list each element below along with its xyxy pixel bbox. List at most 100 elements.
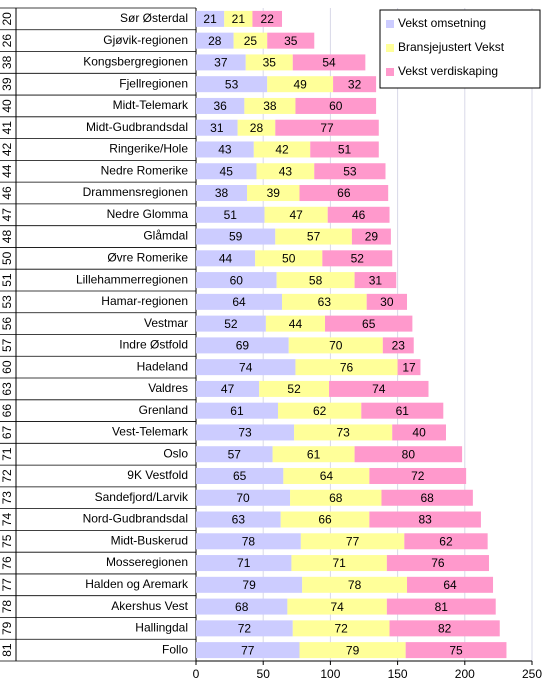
- value-label: 60: [329, 99, 343, 113]
- value-label: 31: [369, 273, 383, 287]
- value-label: 79: [346, 643, 360, 657]
- value-label: 32: [348, 77, 362, 91]
- category-label: Valdres: [148, 381, 188, 395]
- bar-segment: [196, 380, 260, 397]
- value-label: 21: [203, 12, 217, 26]
- x-tick-label: 100: [320, 667, 340, 681]
- category-label: Midt-Telemark: [113, 98, 189, 112]
- value-label: 23: [392, 339, 406, 353]
- bar-segment: [196, 119, 238, 136]
- category-label: Midt-Gudbrandsdal: [86, 120, 188, 134]
- rank-label: 46: [0, 186, 14, 200]
- value-label: 60: [230, 273, 244, 287]
- value-label: 64: [320, 469, 334, 483]
- value-label: 29: [365, 230, 379, 244]
- value-label: 77: [241, 643, 255, 657]
- value-label: 42: [275, 143, 289, 157]
- value-label: 70: [329, 339, 343, 353]
- bar-segment: [196, 54, 246, 71]
- rank-label: 20: [0, 12, 14, 26]
- bar-segment: [196, 489, 291, 506]
- value-label: 45: [220, 164, 234, 178]
- bar-segment: [407, 576, 494, 593]
- rank-label: 75: [0, 534, 14, 548]
- bar-segment: [381, 489, 473, 506]
- legend-label: Vekst omsetning: [398, 16, 486, 30]
- bar-segment: [369, 467, 467, 484]
- rank-label: 71: [0, 447, 14, 461]
- bar-segment: [282, 293, 367, 310]
- value-label: 72: [411, 469, 425, 483]
- value-label: 59: [229, 230, 243, 244]
- rank-label: 57: [0, 338, 14, 352]
- bar-segment: [283, 467, 370, 484]
- legend-swatch: [386, 20, 394, 28]
- value-label: 43: [218, 143, 232, 157]
- category-label: Hadeland: [137, 359, 188, 373]
- bar-segment: [253, 141, 311, 158]
- legend-label: Vekst verdiskaping: [398, 64, 498, 78]
- value-label: 68: [235, 600, 249, 614]
- value-label: 75: [449, 643, 463, 657]
- category-label: Glåmdal: [143, 229, 188, 243]
- bar-segment: [299, 642, 406, 659]
- rank-label: 72: [0, 469, 14, 483]
- rank-label: 73: [0, 491, 14, 505]
- value-label: 53: [343, 164, 357, 178]
- value-label: 61: [307, 447, 321, 461]
- rank-label: 41: [0, 121, 14, 135]
- bar-segment: [366, 293, 408, 310]
- value-label: 38: [263, 99, 277, 113]
- value-label: 31: [210, 121, 224, 135]
- bar-segment: [196, 32, 234, 49]
- rank-label: 39: [0, 77, 14, 91]
- bar-segment: [404, 533, 488, 550]
- bar-segment: [300, 533, 405, 550]
- bar-segment: [196, 141, 254, 158]
- value-label: 74: [239, 360, 253, 374]
- bar-segment: [196, 228, 276, 245]
- rank-label: 47: [0, 208, 14, 222]
- value-label: 65: [362, 317, 376, 331]
- category-label: Midt-Buskerud: [111, 533, 188, 547]
- rank-label: 74: [0, 513, 14, 527]
- bar-segment: [405, 642, 507, 659]
- bar-segment: [275, 228, 352, 245]
- value-label: 72: [334, 622, 348, 636]
- value-label: 40: [412, 426, 426, 440]
- category-label: Hamar-regionen: [101, 294, 188, 308]
- rank-label: 77: [0, 578, 14, 592]
- value-label: 71: [237, 556, 251, 570]
- value-label: 39: [267, 186, 281, 200]
- bar-segment: [196, 467, 284, 484]
- bar-segment: [256, 163, 315, 180]
- rank-label: 67: [0, 425, 14, 439]
- bar-segment: [354, 272, 397, 289]
- category-label: Ringerike/Hole: [109, 142, 188, 156]
- category-label: Vestmar: [144, 316, 188, 330]
- value-label: 61: [396, 404, 410, 418]
- value-label: 58: [309, 273, 323, 287]
- bar-segment: [196, 424, 295, 441]
- value-label: 79: [242, 578, 256, 592]
- bar-segment: [280, 511, 370, 528]
- rank-label: 81: [0, 643, 14, 657]
- category-label: Kongsbergregionen: [83, 55, 188, 69]
- bar-segment: [361, 402, 444, 419]
- category-label: Oslo: [163, 446, 188, 460]
- bar-segment: [196, 76, 268, 93]
- value-label: 49: [293, 77, 307, 91]
- value-label: 64: [232, 295, 246, 309]
- bar-segment: [382, 337, 414, 354]
- category-label: Follo: [162, 642, 188, 656]
- bar-segment: [369, 511, 481, 528]
- bar-segment: [265, 315, 326, 332]
- bar-segment: [275, 119, 379, 136]
- value-label: 81: [435, 600, 449, 614]
- value-label: 77: [346, 534, 360, 548]
- value-label: 65: [233, 469, 247, 483]
- rank-label: 50: [0, 251, 14, 265]
- value-label: 57: [228, 447, 242, 461]
- rank-label: 40: [0, 99, 14, 113]
- value-label: 63: [318, 295, 332, 309]
